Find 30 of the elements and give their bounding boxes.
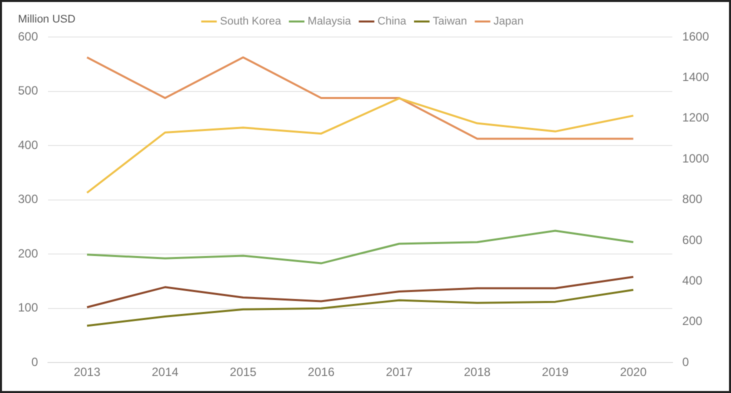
legend-label: Japan — [494, 16, 524, 28]
y-tick-label: 0 — [31, 354, 38, 369]
x-tick-label: 2013 — [74, 365, 101, 380]
y-tick-label: 100 — [18, 300, 38, 315]
y2-tick-label: 1600 — [682, 29, 710, 44]
y2-tick-label: 1400 — [682, 70, 710, 84]
y2-tick-label: 200 — [682, 314, 703, 328]
legend-label: Malaysia — [308, 16, 352, 28]
x-tick-label: 2018 — [464, 365, 491, 380]
y-tick-label: 400 — [18, 138, 38, 152]
x-tick-label: 2020 — [620, 365, 647, 380]
y-tick-label: 200 — [18, 246, 38, 260]
y2-tick-label: 600 — [682, 232, 703, 247]
legend-label: China — [378, 16, 408, 28]
x-tick-label: 2015 — [230, 365, 257, 380]
x-tick-label: 2017 — [386, 365, 413, 380]
y-tick-label: 600 — [18, 29, 38, 44]
x-tick-label: 2016 — [308, 365, 335, 380]
x-tick-label: 2019 — [542, 365, 569, 380]
y2-tick-label: 1200 — [682, 110, 710, 125]
y-tick-label: 500 — [18, 84, 38, 98]
x-tick-label: 2014 — [152, 365, 179, 380]
y-axis-title: Million USD — [18, 14, 76, 26]
y2-tick-label: 400 — [682, 274, 703, 288]
y2-tick-label: 0 — [682, 354, 690, 369]
y2-tick-label: 800 — [682, 192, 703, 206]
y-tick-label: 300 — [18, 192, 38, 206]
legend-label: South Korea — [220, 16, 282, 28]
y2-tick-label: 1000 — [682, 151, 710, 166]
legend-label: Taiwan — [432, 16, 468, 28]
